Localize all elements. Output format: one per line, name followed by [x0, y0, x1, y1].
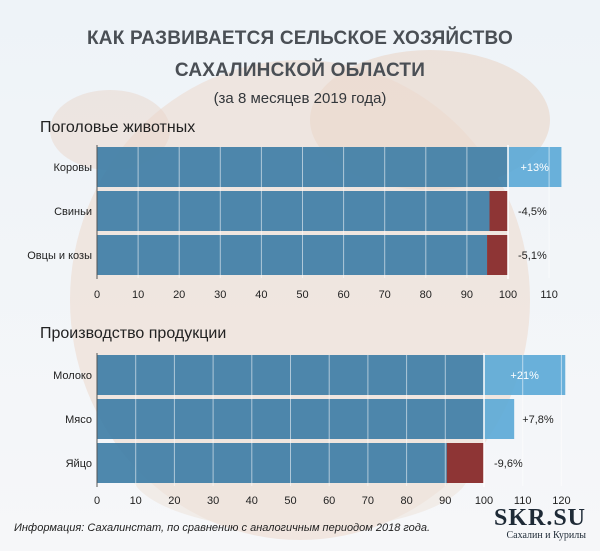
change-label-0-2: -5,1% [518, 250, 547, 262]
change-label-1-2: -9,6% [494, 458, 523, 470]
tick-label-0-4: 40 [255, 289, 267, 301]
chart-title-line2: САХАЛИНСКОЙ ОБЛАСТИ [174, 60, 426, 81]
category-label-0-1: Свиньи [54, 206, 92, 218]
tick-label-0-5: 50 [296, 289, 308, 301]
tick-label-0-10: 100 [499, 289, 517, 301]
chart-subtitle: (за 8 месяцев 2019 года) [213, 90, 387, 107]
tick-label-0-0: 0 [94, 289, 100, 301]
tick-label-1-12: 120 [552, 495, 570, 507]
tick-label-1-0: 0 [94, 495, 100, 507]
source-footnote: Информация: Сахалинстат, по сравнению с … [14, 522, 431, 534]
tick-label-1-10: 100 [475, 495, 493, 507]
bar-change-0-0 [508, 147, 562, 187]
category-label-0-0: Коровы [53, 162, 92, 174]
bar-change-0-2 [487, 235, 508, 275]
change-label-0-1: -4,5% [518, 206, 547, 218]
category-label-1-1: Мясо [65, 414, 92, 426]
tick-label-1-9: 90 [439, 495, 451, 507]
section-title-livestock: Поголовье животных [40, 119, 196, 136]
category-label-1-2: Яйцо [66, 458, 92, 470]
category-label-1-0: Молоко [53, 370, 92, 382]
bar-change-1-0 [484, 355, 566, 395]
tick-label-0-3: 30 [214, 289, 226, 301]
tick-label-1-3: 30 [207, 495, 219, 507]
tick-label-1-11: 110 [514, 495, 532, 507]
site-logo: SKR.SU Сахалин и Курилы [494, 506, 586, 541]
bar-0-1 [97, 191, 490, 231]
tick-label-1-5: 50 [284, 495, 296, 507]
tick-label-1-1: 10 [130, 495, 142, 507]
bar-change-0-1 [489, 191, 508, 231]
tick-label-0-2: 20 [173, 289, 185, 301]
tick-label-0-1: 10 [132, 289, 144, 301]
change-label-1-1: +7,8% [522, 414, 554, 426]
tick-label-1-2: 20 [168, 495, 180, 507]
bar-change-1-1 [484, 399, 515, 439]
logo-subtext: Сахалин и Курилы [506, 530, 586, 541]
bar-0-2 [97, 235, 488, 275]
tick-label-0-9: 90 [461, 289, 473, 301]
logo-text: SKR.SU [493, 505, 586, 531]
tick-label-0-11: 110 [540, 289, 558, 301]
tick-label-1-4: 40 [246, 495, 258, 507]
change-label-1-0: +21% [510, 370, 539, 382]
category-label-0-2: Овцы и козы [27, 250, 92, 262]
tick-label-0-7: 70 [379, 289, 391, 301]
chart-title-line1: КАК РАЗВИВАЕТСЯ СЕЛЬСКОЕ ХОЗЯЙСТВО [87, 28, 513, 49]
tick-label-1-7: 70 [362, 495, 374, 507]
bar-1-2 [97, 443, 447, 483]
bar-change-1-2 [446, 443, 484, 483]
tick-label-1-8: 80 [400, 495, 412, 507]
tick-label-0-8: 80 [420, 289, 432, 301]
section-title-production: Производство продукции [40, 325, 227, 342]
change-label-0-0: +13% [520, 162, 549, 174]
tick-label-1-6: 60 [323, 495, 335, 507]
tick-label-0-6: 60 [337, 289, 349, 301]
